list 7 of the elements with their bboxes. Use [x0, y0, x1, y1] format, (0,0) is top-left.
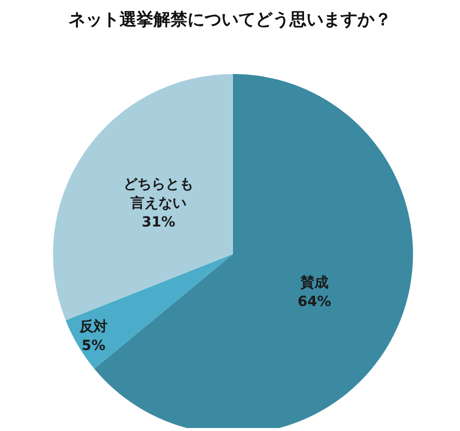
data-label: 5% [82, 338, 106, 354]
slice-label: 反対 [78, 318, 108, 335]
slice-label: どちらとも言えない [124, 176, 194, 212]
data-label: 64% [298, 294, 332, 310]
slice-label: 賛成 [299, 274, 328, 291]
chart-title: ネット選挙解禁についてどう思いますか？ [68, 9, 392, 32]
data-label: 31% [142, 214, 176, 230]
